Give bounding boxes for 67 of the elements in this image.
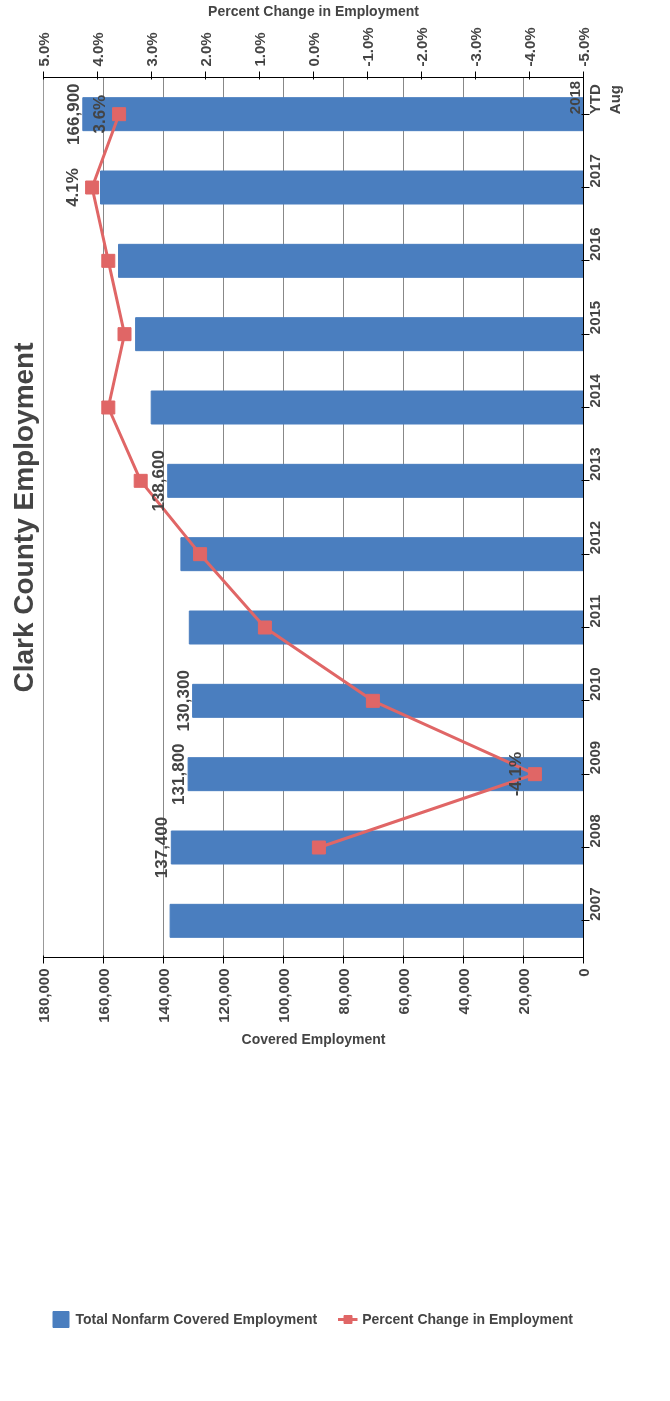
x-tick-label: 160,000 xyxy=(94,968,112,1023)
x2-tick-label: 4.0% xyxy=(89,32,106,67)
x2-tick-label: 2.0% xyxy=(197,32,214,67)
y-tick-label: 2018 YTD Aug xyxy=(565,80,624,115)
x-tick-label: 180,000 xyxy=(34,968,52,1023)
text: Clark County Employment xyxy=(7,342,39,693)
x2-tick-label: 0.0% xyxy=(305,32,322,67)
y-tick-label: 2014 xyxy=(586,373,603,408)
y-tick-label: 2007 xyxy=(586,887,603,921)
x2-tick-label: 1.0% xyxy=(251,32,268,67)
bar xyxy=(170,830,584,865)
point xyxy=(85,180,100,195)
x2-axis-title: Percent Change in Employment xyxy=(208,3,420,20)
x-tick-label: 120,000 xyxy=(214,968,232,1023)
point xyxy=(193,547,208,562)
point xyxy=(365,693,380,708)
bar xyxy=(180,537,584,572)
x-axis-title: Covered Employment xyxy=(241,1030,386,1047)
legend-label: Total Nonfarm Covered Employment xyxy=(75,1311,318,1327)
bar xyxy=(188,610,584,645)
point xyxy=(101,253,116,268)
x-tick-label: 40,000 xyxy=(454,968,472,1015)
y-tick-label: 2008 xyxy=(586,814,603,848)
data-label: 131,800 xyxy=(169,743,189,805)
data-label: 137,400 xyxy=(152,816,172,879)
x2-tick-label: -2.0% xyxy=(413,27,430,67)
point xyxy=(527,767,542,782)
y-tick-label: 2012 xyxy=(586,520,603,555)
x2-tick-label: -3.0% xyxy=(467,27,484,67)
y-tick-label: 2015 xyxy=(586,300,603,335)
x-tick-label: 20,000 xyxy=(514,968,532,1015)
data-label: 166,900 xyxy=(63,83,83,145)
point xyxy=(257,620,272,635)
y-tick-label: 2016 xyxy=(586,227,603,261)
bar xyxy=(100,170,584,205)
point xyxy=(101,400,116,415)
x2-tick-label: -1.0% xyxy=(359,27,376,67)
data-label: -4.1% xyxy=(505,751,525,797)
point xyxy=(117,327,132,342)
bar xyxy=(169,903,584,938)
data-label: 3.6% xyxy=(90,94,110,134)
y-tick-label: 2017 xyxy=(586,154,603,188)
x2-tick-label: 3.0% xyxy=(143,32,160,67)
bar xyxy=(135,317,584,352)
x2-tick-label: 5.0% xyxy=(35,32,52,67)
data-label: 138,600 xyxy=(148,450,168,512)
data-label: 4.1% xyxy=(63,168,83,207)
x-tick-label: 80,000 xyxy=(334,968,352,1015)
x-tick-label: 0 xyxy=(574,968,592,977)
bar xyxy=(192,683,584,718)
legend-label: Percent Change in Employment xyxy=(362,1311,573,1327)
bar xyxy=(118,243,584,278)
x-tick-label: 140,000 xyxy=(154,968,172,1023)
bar xyxy=(167,463,584,498)
y-tick-label: 2011 xyxy=(586,594,603,628)
point xyxy=(112,107,127,122)
x-tick-label: 100,000 xyxy=(274,968,292,1023)
point xyxy=(133,473,148,488)
x2-tick-label: -4.0% xyxy=(521,27,538,67)
y-tick-label: 2010 xyxy=(586,667,603,701)
x2-tick-label: -5.0% xyxy=(575,27,592,67)
y-tick-label: 2009 xyxy=(586,740,603,775)
x-tick-label: 60,000 xyxy=(394,968,412,1015)
point xyxy=(311,840,326,855)
bar xyxy=(150,390,584,425)
data-label: 130,300 xyxy=(173,670,193,732)
y-tick-label: 2013 xyxy=(586,447,603,481)
